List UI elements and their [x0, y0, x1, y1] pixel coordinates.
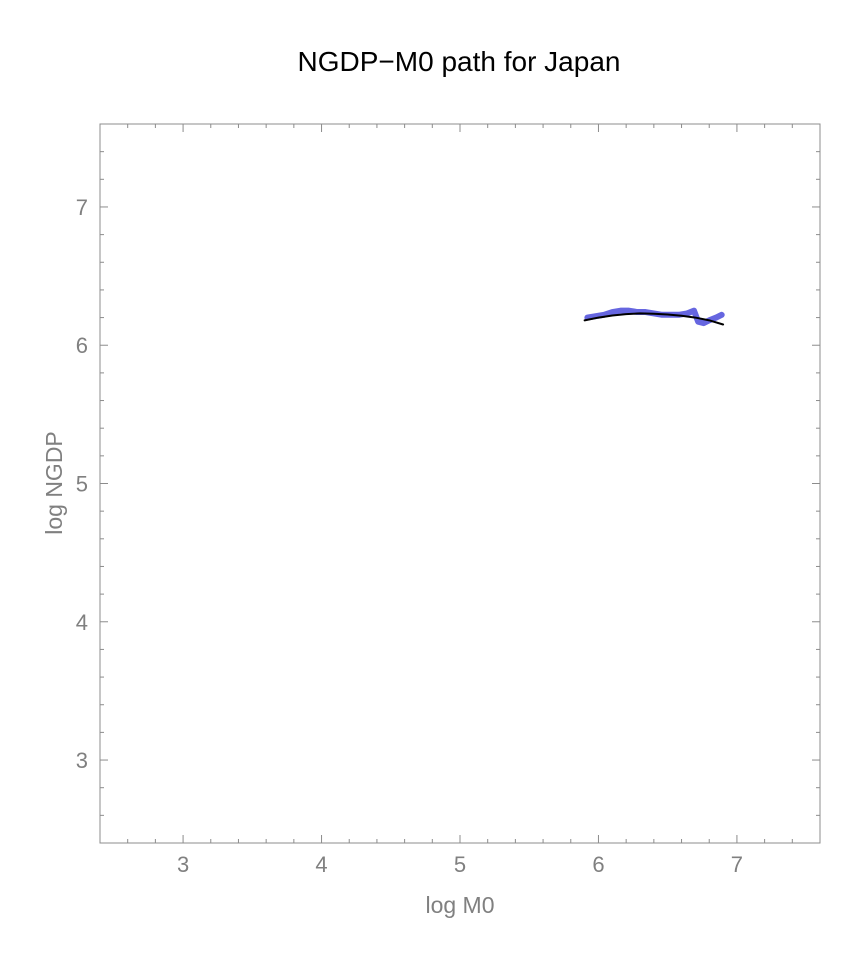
fit-curve-series — [583, 312, 725, 326]
y-tick-label: 6 — [76, 333, 88, 358]
plot-frame — [99, 123, 821, 844]
y-axis-label: log NGDP — [41, 431, 67, 535]
x-tick-label: 7 — [731, 852, 743, 877]
x-axis-label: log M0 — [425, 892, 494, 918]
x-tick-label: 3 — [177, 852, 189, 877]
y-tick-label: 5 — [76, 472, 88, 497]
y-tick-label: 3 — [76, 748, 88, 773]
y-tick-label: 7 — [76, 195, 88, 220]
series-layer — [583, 307, 725, 327]
tick-labels: 3 4 5 6 7 3 4 5 6 7 — [76, 195, 743, 877]
y-tick-label: 4 — [76, 610, 88, 635]
x-tick-label: 5 — [454, 852, 466, 877]
x-tick-label: 6 — [592, 852, 604, 877]
chart-title: NGDP−M0 path for Japan — [298, 46, 621, 77]
x-tick-label: 4 — [315, 852, 327, 877]
axis-ticks — [99, 123, 821, 844]
